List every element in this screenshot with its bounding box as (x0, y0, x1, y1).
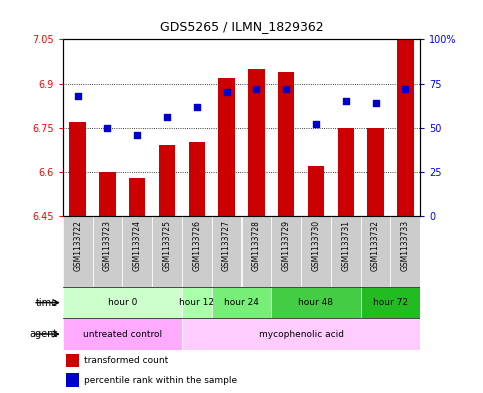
Point (133, 132, 141, 138)
Text: percentile rank within the sample: percentile rank within the sample (84, 376, 237, 385)
Bar (189, 143, 205, 216)
Text: agent: agent (30, 329, 58, 339)
Point (193, 103, 201, 110)
Bar (390, 216, 420, 287)
Point (223, 89, 230, 95)
Text: GSM1133727: GSM1133727 (222, 220, 231, 271)
Text: GSM1133731: GSM1133731 (341, 220, 350, 271)
Bar (159, 145, 175, 216)
Bar (361, 216, 390, 287)
Point (253, 86, 260, 92)
Point (104, 125, 112, 131)
Text: GSM1133729: GSM1133729 (282, 220, 291, 271)
Bar (122, 216, 152, 287)
Bar (70, 122, 86, 216)
Bar (248, 69, 265, 216)
Text: hour 24: hour 24 (224, 298, 259, 307)
Text: GSM1133726: GSM1133726 (192, 220, 201, 271)
Text: untreated control: untreated control (83, 330, 162, 338)
Text: GSM1133733: GSM1133733 (401, 220, 410, 271)
Bar (338, 128, 354, 216)
Bar (66, 373, 79, 387)
Bar (361, 287, 420, 318)
Bar (271, 287, 361, 318)
Text: GSM1133722: GSM1133722 (73, 220, 82, 270)
Bar (182, 287, 212, 318)
Bar (182, 216, 212, 287)
Bar (129, 178, 145, 216)
Text: transformed count: transformed count (84, 356, 169, 365)
Bar (66, 354, 79, 367)
Bar (63, 318, 182, 350)
Bar (93, 216, 122, 287)
Bar (368, 128, 384, 216)
Point (401, 86, 409, 92)
Text: GDS5265 / ILMN_1829362: GDS5265 / ILMN_1829362 (160, 20, 323, 33)
Text: GSM1133723: GSM1133723 (103, 220, 112, 271)
Text: hour 12: hour 12 (179, 298, 214, 307)
Bar (152, 216, 182, 287)
Bar (301, 216, 331, 287)
Text: GSM1133725: GSM1133725 (163, 220, 171, 271)
Bar (99, 172, 115, 216)
Bar (218, 78, 235, 216)
Text: time: time (36, 298, 58, 308)
Bar (242, 216, 271, 287)
Bar (182, 318, 420, 350)
Bar (63, 216, 93, 287)
Bar (308, 166, 324, 216)
Point (282, 86, 290, 92)
Point (74, 93, 82, 99)
Text: GSM1133724: GSM1133724 (133, 220, 142, 271)
Point (372, 100, 380, 106)
Point (342, 98, 350, 104)
Text: hour 72: hour 72 (373, 298, 408, 307)
Text: hour 48: hour 48 (298, 298, 333, 307)
Bar (397, 39, 413, 216)
Bar (278, 72, 294, 216)
Point (163, 114, 171, 120)
Bar (212, 287, 271, 318)
Text: GSM1133730: GSM1133730 (312, 220, 320, 271)
Text: hour 0: hour 0 (108, 298, 137, 307)
Text: mycophenolic acid: mycophenolic acid (258, 330, 343, 338)
Text: GSM1133732: GSM1133732 (371, 220, 380, 271)
Bar (212, 216, 242, 287)
Bar (331, 216, 361, 287)
Bar (271, 216, 301, 287)
Bar (63, 287, 182, 318)
Text: GSM1133728: GSM1133728 (252, 220, 261, 270)
Point (312, 121, 320, 127)
